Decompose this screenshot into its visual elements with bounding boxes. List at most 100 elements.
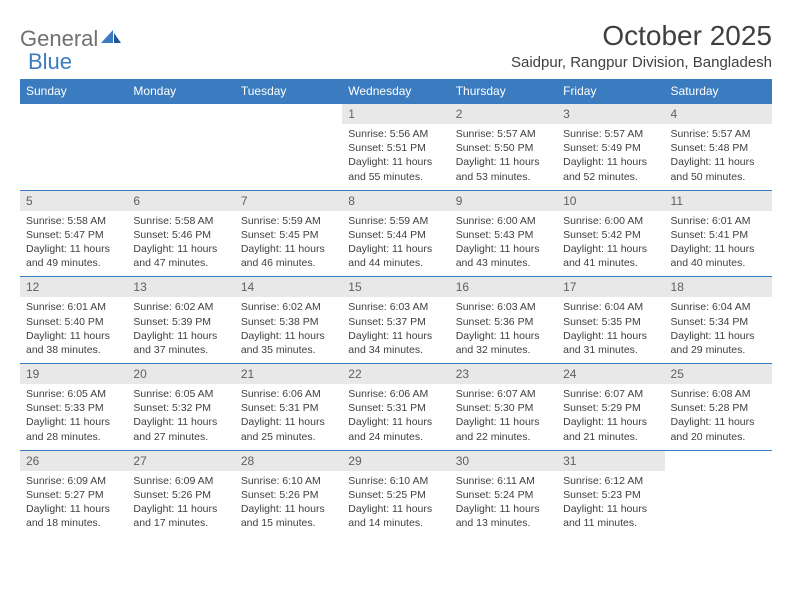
- calendar-day-cell: 28Sunrise: 6:10 AMSunset: 5:26 PMDayligh…: [235, 450, 342, 536]
- logo-sail-icon: [101, 28, 123, 51]
- day-number: 23: [450, 364, 557, 384]
- calendar-day-cell: 20Sunrise: 6:05 AMSunset: 5:32 PMDayligh…: [127, 364, 234, 451]
- logo-text-blue: Blue: [28, 49, 72, 74]
- calendar-day-cell: .: [127, 104, 234, 191]
- day-number: 30: [450, 451, 557, 471]
- day-number: 29: [342, 451, 449, 471]
- day-number: 15: [342, 277, 449, 297]
- day-details: Sunrise: 6:07 AMSunset: 5:29 PMDaylight:…: [557, 384, 664, 450]
- day-number: 6: [127, 191, 234, 211]
- day-number: 12: [20, 277, 127, 297]
- calendar-week-row: 19Sunrise: 6:05 AMSunset: 5:33 PMDayligh…: [20, 364, 772, 451]
- header: General October 2025 Saidpur, Rangpur Di…: [20, 20, 772, 71]
- calendar-day-cell: 21Sunrise: 6:06 AMSunset: 5:31 PMDayligh…: [235, 364, 342, 451]
- day-details: Sunrise: 5:58 AMSunset: 5:46 PMDaylight:…: [127, 211, 234, 277]
- day-number: 21: [235, 364, 342, 384]
- calendar-day-cell: 29Sunrise: 6:10 AMSunset: 5:25 PMDayligh…: [342, 450, 449, 536]
- day-number: 28: [235, 451, 342, 471]
- logo: General: [20, 20, 124, 52]
- day-details: Sunrise: 5:58 AMSunset: 5:47 PMDaylight:…: [20, 211, 127, 277]
- day-number: 5: [20, 191, 127, 211]
- day-details: Sunrise: 5:59 AMSunset: 5:44 PMDaylight:…: [342, 211, 449, 277]
- calendar-day-cell: 30Sunrise: 6:11 AMSunset: 5:24 PMDayligh…: [450, 450, 557, 536]
- day-details: Sunrise: 6:10 AMSunset: 5:26 PMDaylight:…: [235, 471, 342, 537]
- day-details: Sunrise: 6:04 AMSunset: 5:35 PMDaylight:…: [557, 297, 664, 363]
- day-number: 31: [557, 451, 664, 471]
- calendar-day-cell: 22Sunrise: 6:06 AMSunset: 5:31 PMDayligh…: [342, 364, 449, 451]
- day-details: Sunrise: 6:03 AMSunset: 5:37 PMDaylight:…: [342, 297, 449, 363]
- weekday-header: Saturday: [665, 79, 772, 104]
- calendar-day-cell: 2Sunrise: 5:57 AMSunset: 5:50 PMDaylight…: [450, 104, 557, 191]
- calendar-week-row: ...1Sunrise: 5:56 AMSunset: 5:51 PMDayli…: [20, 104, 772, 191]
- day-details: Sunrise: 6:11 AMSunset: 5:24 PMDaylight:…: [450, 471, 557, 537]
- weekday-header: Tuesday: [235, 79, 342, 104]
- weekday-header: Thursday: [450, 79, 557, 104]
- weekday-header: Friday: [557, 79, 664, 104]
- day-number: 9: [450, 191, 557, 211]
- calendar-day-cell: 5Sunrise: 5:58 AMSunset: 5:47 PMDaylight…: [20, 190, 127, 277]
- day-details: Sunrise: 6:08 AMSunset: 5:28 PMDaylight:…: [665, 384, 772, 450]
- day-number: 17: [557, 277, 664, 297]
- day-details: Sunrise: 5:56 AMSunset: 5:51 PMDaylight:…: [342, 124, 449, 190]
- day-number: 24: [557, 364, 664, 384]
- calendar-day-cell: 24Sunrise: 6:07 AMSunset: 5:29 PMDayligh…: [557, 364, 664, 451]
- day-number: 11: [665, 191, 772, 211]
- calendar-day-cell: 1Sunrise: 5:56 AMSunset: 5:51 PMDaylight…: [342, 104, 449, 191]
- calendar-day-cell: 10Sunrise: 6:00 AMSunset: 5:42 PMDayligh…: [557, 190, 664, 277]
- calendar-day-cell: 12Sunrise: 6:01 AMSunset: 5:40 PMDayligh…: [20, 277, 127, 364]
- calendar-day-cell: 13Sunrise: 6:02 AMSunset: 5:39 PMDayligh…: [127, 277, 234, 364]
- calendar-day-cell: 31Sunrise: 6:12 AMSunset: 5:23 PMDayligh…: [557, 450, 664, 536]
- day-number: 26: [20, 451, 127, 471]
- day-details: Sunrise: 5:57 AMSunset: 5:48 PMDaylight:…: [665, 124, 772, 190]
- calendar-day-cell: 3Sunrise: 5:57 AMSunset: 5:49 PMDaylight…: [557, 104, 664, 191]
- day-details: Sunrise: 6:01 AMSunset: 5:41 PMDaylight:…: [665, 211, 772, 277]
- day-details: Sunrise: 6:06 AMSunset: 5:31 PMDaylight:…: [342, 384, 449, 450]
- calendar-day-cell: 4Sunrise: 5:57 AMSunset: 5:48 PMDaylight…: [665, 104, 772, 191]
- calendar-day-cell: 26Sunrise: 6:09 AMSunset: 5:27 PMDayligh…: [20, 450, 127, 536]
- day-number: 3: [557, 104, 664, 124]
- calendar-day-cell: 25Sunrise: 6:08 AMSunset: 5:28 PMDayligh…: [665, 364, 772, 451]
- day-number: 8: [342, 191, 449, 211]
- calendar-week-row: 26Sunrise: 6:09 AMSunset: 5:27 PMDayligh…: [20, 450, 772, 536]
- calendar-day-cell: 8Sunrise: 5:59 AMSunset: 5:44 PMDaylight…: [342, 190, 449, 277]
- day-details: Sunrise: 5:57 AMSunset: 5:50 PMDaylight:…: [450, 124, 557, 190]
- weekday-header: Monday: [127, 79, 234, 104]
- day-number: 27: [127, 451, 234, 471]
- day-details: Sunrise: 6:05 AMSunset: 5:33 PMDaylight:…: [20, 384, 127, 450]
- day-details: Sunrise: 6:06 AMSunset: 5:31 PMDaylight:…: [235, 384, 342, 450]
- day-number: 19: [20, 364, 127, 384]
- calendar-day-cell: 6Sunrise: 5:58 AMSunset: 5:46 PMDaylight…: [127, 190, 234, 277]
- calendar-body: ...1Sunrise: 5:56 AMSunset: 5:51 PMDayli…: [20, 104, 772, 537]
- calendar-week-row: 5Sunrise: 5:58 AMSunset: 5:47 PMDaylight…: [20, 190, 772, 277]
- calendar-day-cell: 18Sunrise: 6:04 AMSunset: 5:34 PMDayligh…: [665, 277, 772, 364]
- day-details: Sunrise: 6:05 AMSunset: 5:32 PMDaylight:…: [127, 384, 234, 450]
- day-details: Sunrise: 6:10 AMSunset: 5:25 PMDaylight:…: [342, 471, 449, 537]
- calendar-day-cell: 16Sunrise: 6:03 AMSunset: 5:36 PMDayligh…: [450, 277, 557, 364]
- calendar-header-row: SundayMondayTuesdayWednesdayThursdayFrid…: [20, 79, 772, 104]
- day-details: Sunrise: 6:04 AMSunset: 5:34 PMDaylight:…: [665, 297, 772, 363]
- day-details: Sunrise: 6:09 AMSunset: 5:27 PMDaylight:…: [20, 471, 127, 537]
- day-details: Sunrise: 6:07 AMSunset: 5:30 PMDaylight:…: [450, 384, 557, 450]
- calendar-table: SundayMondayTuesdayWednesdayThursdayFrid…: [20, 79, 772, 536]
- title-block: October 2025 Saidpur, Rangpur Division, …: [511, 20, 772, 71]
- calendar-day-cell: .: [665, 450, 772, 536]
- day-number: 22: [342, 364, 449, 384]
- day-details: Sunrise: 6:12 AMSunset: 5:23 PMDaylight:…: [557, 471, 664, 537]
- day-number: 14: [235, 277, 342, 297]
- day-number: 2: [450, 104, 557, 124]
- month-title: October 2025: [511, 20, 772, 52]
- calendar-day-cell: 23Sunrise: 6:07 AMSunset: 5:30 PMDayligh…: [450, 364, 557, 451]
- calendar-day-cell: .: [235, 104, 342, 191]
- day-details: Sunrise: 5:59 AMSunset: 5:45 PMDaylight:…: [235, 211, 342, 277]
- day-number: 7: [235, 191, 342, 211]
- day-number: 1: [342, 104, 449, 124]
- day-details: Sunrise: 6:00 AMSunset: 5:42 PMDaylight:…: [557, 211, 664, 277]
- day-details: Sunrise: 5:57 AMSunset: 5:49 PMDaylight:…: [557, 124, 664, 190]
- day-number: 20: [127, 364, 234, 384]
- calendar-day-cell: .: [20, 104, 127, 191]
- calendar-day-cell: 14Sunrise: 6:02 AMSunset: 5:38 PMDayligh…: [235, 277, 342, 364]
- day-details: Sunrise: 6:09 AMSunset: 5:26 PMDaylight:…: [127, 471, 234, 537]
- logo-sub: Blue: [28, 49, 72, 75]
- calendar-week-row: 12Sunrise: 6:01 AMSunset: 5:40 PMDayligh…: [20, 277, 772, 364]
- day-number: 18: [665, 277, 772, 297]
